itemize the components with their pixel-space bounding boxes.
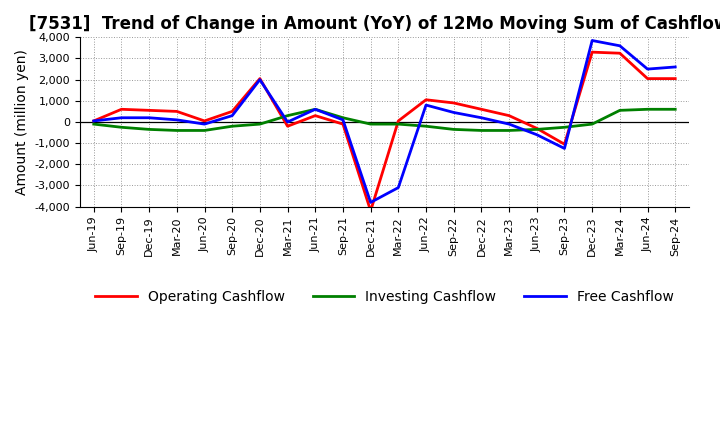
Free Cashflow bbox=[449, 110, 458, 115]
Operating Cashflow bbox=[394, 118, 402, 124]
Operating Cashflow bbox=[366, 208, 375, 213]
Investing Cashflow bbox=[366, 121, 375, 127]
Operating Cashflow bbox=[643, 76, 652, 81]
Free Cashflow bbox=[366, 200, 375, 205]
Operating Cashflow bbox=[173, 109, 181, 114]
Operating Cashflow bbox=[560, 142, 569, 147]
Investing Cashflow bbox=[256, 121, 264, 127]
Free Cashflow bbox=[560, 146, 569, 151]
Investing Cashflow bbox=[671, 106, 680, 112]
Line: Operating Cashflow: Operating Cashflow bbox=[94, 52, 675, 211]
Operating Cashflow bbox=[671, 76, 680, 81]
Operating Cashflow bbox=[228, 109, 236, 114]
Operating Cashflow bbox=[449, 100, 458, 106]
Operating Cashflow bbox=[117, 106, 126, 112]
Investing Cashflow bbox=[338, 115, 347, 121]
Investing Cashflow bbox=[588, 121, 596, 127]
Investing Cashflow bbox=[228, 124, 236, 129]
Free Cashflow bbox=[422, 103, 431, 108]
Investing Cashflow bbox=[616, 108, 624, 113]
Investing Cashflow bbox=[311, 106, 320, 112]
Operating Cashflow bbox=[616, 51, 624, 56]
Free Cashflow bbox=[89, 118, 98, 124]
Free Cashflow bbox=[145, 115, 153, 121]
Investing Cashflow bbox=[200, 128, 209, 133]
Free Cashflow bbox=[228, 113, 236, 118]
Investing Cashflow bbox=[505, 128, 513, 133]
Operating Cashflow bbox=[283, 124, 292, 129]
Free Cashflow bbox=[311, 106, 320, 112]
Free Cashflow bbox=[338, 117, 347, 122]
Investing Cashflow bbox=[643, 106, 652, 112]
Investing Cashflow bbox=[560, 125, 569, 130]
Investing Cashflow bbox=[477, 128, 486, 133]
Operating Cashflow bbox=[505, 113, 513, 118]
Operating Cashflow bbox=[533, 126, 541, 131]
Free Cashflow bbox=[283, 119, 292, 125]
Free Cashflow bbox=[477, 115, 486, 121]
Investing Cashflow bbox=[422, 124, 431, 129]
Legend: Operating Cashflow, Investing Cashflow, Free Cashflow: Operating Cashflow, Investing Cashflow, … bbox=[89, 285, 680, 310]
Operating Cashflow bbox=[145, 108, 153, 113]
Free Cashflow bbox=[117, 115, 126, 121]
Investing Cashflow bbox=[173, 128, 181, 133]
Free Cashflow bbox=[616, 43, 624, 48]
Investing Cashflow bbox=[117, 125, 126, 130]
Free Cashflow bbox=[533, 132, 541, 137]
Line: Free Cashflow: Free Cashflow bbox=[94, 40, 675, 202]
Title: [7531]  Trend of Change in Amount (YoY) of 12Mo Moving Sum of Cashflows: [7531] Trend of Change in Amount (YoY) o… bbox=[30, 15, 720, 33]
Free Cashflow bbox=[256, 77, 264, 82]
Investing Cashflow bbox=[283, 113, 292, 118]
Free Cashflow bbox=[671, 64, 680, 70]
Investing Cashflow bbox=[89, 121, 98, 127]
Y-axis label: Amount (million yen): Amount (million yen) bbox=[15, 49, 29, 195]
Free Cashflow bbox=[173, 117, 181, 122]
Operating Cashflow bbox=[89, 118, 98, 124]
Operating Cashflow bbox=[256, 76, 264, 81]
Free Cashflow bbox=[505, 121, 513, 127]
Investing Cashflow bbox=[145, 127, 153, 132]
Investing Cashflow bbox=[394, 121, 402, 127]
Line: Investing Cashflow: Investing Cashflow bbox=[94, 109, 675, 130]
Free Cashflow bbox=[200, 121, 209, 127]
Operating Cashflow bbox=[477, 106, 486, 112]
Operating Cashflow bbox=[588, 50, 596, 55]
Operating Cashflow bbox=[338, 121, 347, 127]
Free Cashflow bbox=[643, 66, 652, 72]
Operating Cashflow bbox=[422, 97, 431, 103]
Investing Cashflow bbox=[533, 127, 541, 132]
Free Cashflow bbox=[588, 38, 596, 43]
Investing Cashflow bbox=[449, 127, 458, 132]
Operating Cashflow bbox=[200, 118, 209, 124]
Operating Cashflow bbox=[311, 113, 320, 118]
Free Cashflow bbox=[394, 185, 402, 190]
